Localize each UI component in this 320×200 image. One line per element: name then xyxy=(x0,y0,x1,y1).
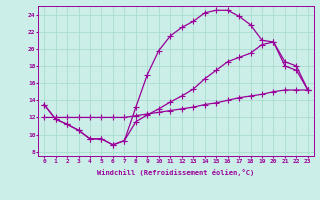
X-axis label: Windchill (Refroidissement éolien,°C): Windchill (Refroidissement éolien,°C) xyxy=(97,169,255,176)
